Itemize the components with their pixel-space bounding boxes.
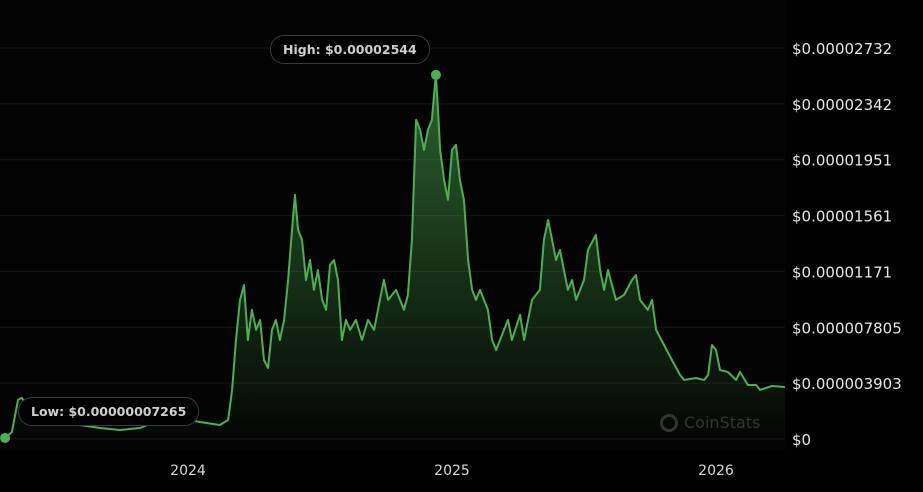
x-tick-label: 2025 xyxy=(434,463,470,479)
y-tick-label: $0.00002342 xyxy=(792,96,892,114)
high-label: High: $0.00002544 xyxy=(270,35,430,64)
x-tick-label: 2024 xyxy=(170,463,206,479)
y-tick-label: $0.00002732 xyxy=(792,40,892,58)
price-area xyxy=(5,74,785,440)
y-tick-label: $0.00001561 xyxy=(792,208,892,226)
x-tick-label: 2026 xyxy=(698,463,734,479)
low-marker xyxy=(0,432,11,443)
y-axis-labels: $0 $0.000003903 $0.000007805 $0.00001171 $0.… xyxy=(792,40,902,449)
high-marker xyxy=(430,69,441,80)
coinstats-logo-icon xyxy=(660,413,678,432)
y-tick-label: $0.000007805 xyxy=(792,319,902,337)
y-tick-label: $0.00001951 xyxy=(792,152,892,170)
y-tick-label: $0 xyxy=(792,431,811,449)
y-tick-label: $0.00001171 xyxy=(792,263,892,281)
x-axis-labels: 2024 2025 2026 xyxy=(170,463,734,479)
low-label: Low: $0.00000007265 xyxy=(18,397,200,426)
watermark-text: CoinStats xyxy=(684,413,761,432)
coinstats-watermark: CoinStats xyxy=(660,413,760,432)
y-tick-label: $0.000003903 xyxy=(792,375,902,393)
